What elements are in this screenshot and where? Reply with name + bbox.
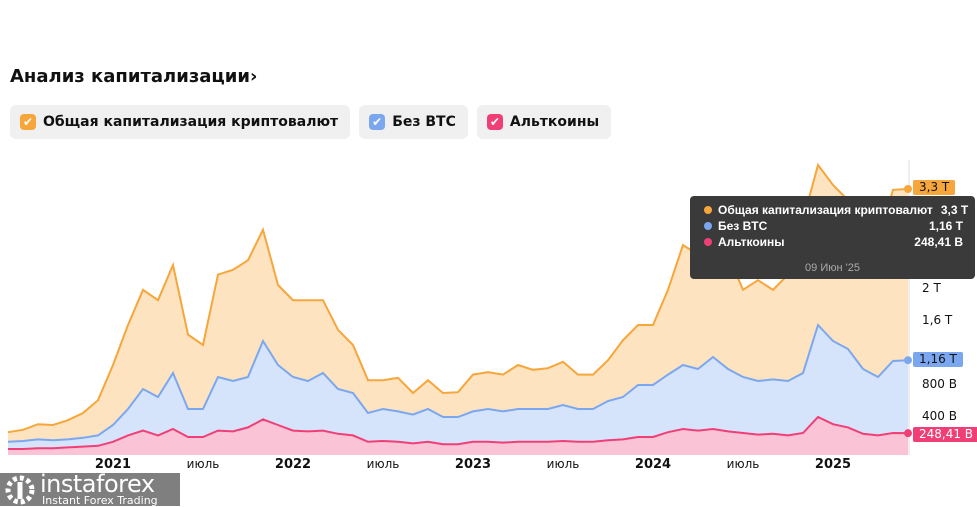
tooltip-date: 09 Июн '25 — [805, 262, 860, 274]
dot-icon — [704, 238, 712, 246]
tooltip: Общая капитализация криптовалют 3,3 T Без… — [690, 196, 975, 279]
tooltip-label: Альткоины — [718, 235, 785, 249]
dot-icon — [704, 222, 712, 230]
tooltip-value: 3,3 T — [940, 203, 969, 217]
tooltip-label: Без BTC — [718, 219, 768, 233]
x-tick: 2024 — [634, 457, 672, 472]
legend-label: Без BTC — [392, 114, 456, 130]
checkbox-icon[interactable]: ✔ — [20, 114, 36, 130]
legend-label: Альткоины — [509, 114, 600, 130]
checkbox-icon[interactable]: ✔ — [486, 114, 503, 130]
tooltip-value: 248,41 B — [914, 235, 963, 249]
x-tick: июль — [546, 457, 580, 471]
y-tick: 400 B — [922, 409, 957, 423]
total-value-tag: 3,3 T — [913, 180, 956, 195]
legend-altcoins[interactable]: ✔ Альткоины — [476, 105, 612, 139]
area-2 — [8, 417, 908, 455]
tooltip-label: Общая капитализация криптовалют — [718, 203, 933, 217]
series-marker-0 — [904, 185, 912, 193]
series-line-2 — [8, 415, 909, 450]
logo-name: instaforex — [40, 470, 155, 498]
logo-tagline: Instant Forex Trading — [42, 494, 158, 507]
series-marker-1 — [904, 356, 912, 365]
series-marker-2 — [904, 429, 912, 438]
x-tick: июль — [726, 457, 760, 471]
y-tick: 800 B — [922, 377, 957, 391]
y-tick: 2 T — [922, 281, 941, 295]
x-tick: 2023 — [454, 457, 492, 472]
x-tick: июль — [366, 457, 400, 471]
dot-icon — [704, 206, 712, 214]
legend-label: Общая капитализация криптовалют — [43, 114, 339, 130]
gear-logo-icon — [5, 475, 35, 505]
legend-no-btc[interactable]: ✔ Без BTC — [359, 105, 468, 139]
legend: ✔ Общая капитализация криптовалют ✔ Без BT… — [10, 105, 612, 139]
tooltip-value: 1,16 T — [928, 219, 963, 233]
series-line-1 — [7, 323, 909, 443]
x-tick: июль — [186, 457, 220, 471]
x-tick: 2025 — [814, 457, 852, 472]
checkbox-icon[interactable]: ✔ — [369, 114, 386, 130]
area-1 — [8, 325, 908, 455]
y-tick: 1,6 T — [922, 313, 953, 327]
x-tick: 2022 — [274, 457, 312, 472]
legend-total[interactable]: ✔ Общая капитализация криптовалют — [10, 105, 351, 139]
x-tick: 2021 — [94, 457, 132, 472]
instaforex-logo: instaforex Instant Forex Trading — [0, 470, 180, 507]
altcoins-value-tag: 248,41 B — [913, 427, 977, 442]
nobtc-value-tag: 1,16 T — [913, 352, 963, 367]
series-line-0 — [7, 162, 909, 434]
page-title[interactable]: Анализ капитализации› — [10, 66, 258, 87]
